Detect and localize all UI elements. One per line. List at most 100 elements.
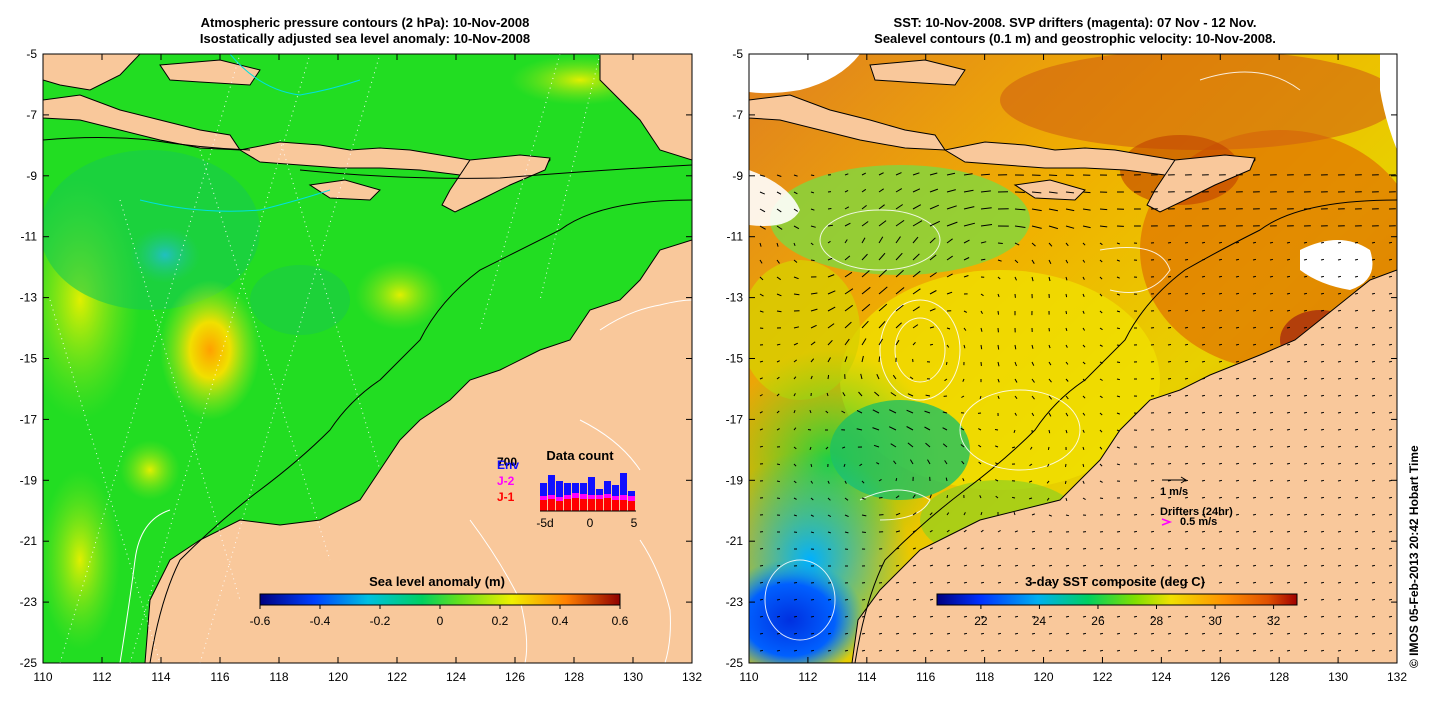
velocity-vector [1337,241,1342,244]
hist-x-tick-mid: 0 [587,516,594,530]
velocity-vector [759,242,762,247]
velocity-vector [1235,428,1240,431]
velocity-vector [1286,632,1291,635]
velocity-vector [809,410,812,414]
velocity-vector [997,276,1001,280]
x-tick-label: 120 [328,670,348,684]
velocity-vector [1167,259,1172,261]
velocity-vector [1269,394,1274,397]
velocity-vector [1303,411,1308,414]
velocity-vector [873,444,880,448]
velocity-vector [776,310,782,313]
velocity-vector [1252,615,1257,618]
velocity-vector [1235,462,1240,465]
velocity-vector [1371,428,1376,431]
velocity-vector [878,303,888,312]
velocity-vector [980,511,983,516]
velocity-vector [861,188,867,193]
velocity-vector [929,494,932,499]
velocity-vector [1184,293,1188,295]
velocity-vector [810,531,815,534]
velocity-vector [1047,463,1050,467]
velocity-vector [1116,327,1121,330]
velocity-vector [1201,326,1206,329]
velocity-vector [1252,326,1257,329]
velocity-vector [793,259,798,263]
velocity-vector [1099,395,1103,399]
velocity-vector [1184,649,1189,652]
velocity-vector [1218,445,1223,448]
velocity-vector [895,495,900,499]
x-tick-label: 116 [210,670,229,684]
velocity-vector [1269,258,1274,261]
velocity-vector [878,188,884,193]
velocity-vector [1133,615,1138,618]
hist-bar-j2 [588,495,595,499]
velocity-vector [861,615,866,618]
velocity-vector [1337,377,1342,380]
velocity-vector [912,598,917,601]
velocity-vector [1031,581,1036,584]
velocity-scale-label: 1 m/s [1160,486,1188,498]
velocity-vector [997,310,999,315]
velocity-vector [842,446,846,449]
velocity-vector [874,391,880,397]
velocity-vector [1371,394,1376,397]
velocity-vector [1218,343,1223,346]
velocity-vector [963,275,969,278]
velocity-vector [1082,208,1091,211]
velocity-vector [776,376,780,380]
velocity-vector [759,548,764,550]
velocity-vector [844,480,847,484]
velocity-vector [1167,496,1172,499]
velocity-vector [895,236,901,244]
velocity-vector [1286,649,1291,652]
velocity-vector [912,253,920,261]
velocity-vector [1354,394,1359,397]
velocity-vector [1218,377,1223,380]
y-tick-label: -9 [26,169,37,183]
velocity-vector [1065,497,1068,502]
velocity-vector [1048,361,1052,366]
velocity-vector [1286,615,1291,618]
sst-colorbar-ticks: 22 24 26 28 30 32 [974,605,1281,628]
velocity-vector [1320,649,1325,652]
velocity-vector [1218,462,1223,465]
velocity-vector [1252,649,1257,652]
velocity-vector [1303,428,1308,431]
velocity-vector [1065,412,1069,417]
colorbar-tick-label: 0.4 [552,614,569,628]
velocity-vector [1252,445,1257,448]
velocity-vector [946,205,957,210]
velocity-vector [793,649,798,652]
velocity-vector [826,392,829,397]
velocity-vector [1286,479,1291,482]
x-tick-label: 116 [916,670,935,684]
velocity-vector [1269,309,1274,312]
velocity-vector [1065,548,1070,550]
velocity-vector [1388,309,1393,312]
velocity-vector [1031,615,1036,618]
velocity-vector [980,293,984,297]
velocity-vector [1218,496,1223,499]
velocity-vector [861,338,867,346]
velocity-vector [861,497,866,500]
velocity-vector [1371,496,1376,499]
velocity-vector [759,428,763,431]
y-tick-label: -15 [20,352,38,366]
velocity-vector [1116,429,1120,432]
hist-bar-env [620,473,627,495]
velocity-vector [759,411,763,414]
velocity-vector [793,410,796,414]
velocity-vector [1099,327,1103,331]
velocity-vector [1150,581,1155,584]
velocity-vector [1048,242,1053,247]
velocity-vector [1303,394,1308,397]
x-tick-label: 114 [857,670,876,684]
velocity-vector [892,374,897,380]
velocity-vector [1201,377,1206,380]
velocity-vector [1048,344,1051,349]
velocity-vector [1303,530,1308,533]
velocity-vector [980,241,987,244]
velocity-vector [1303,479,1308,482]
